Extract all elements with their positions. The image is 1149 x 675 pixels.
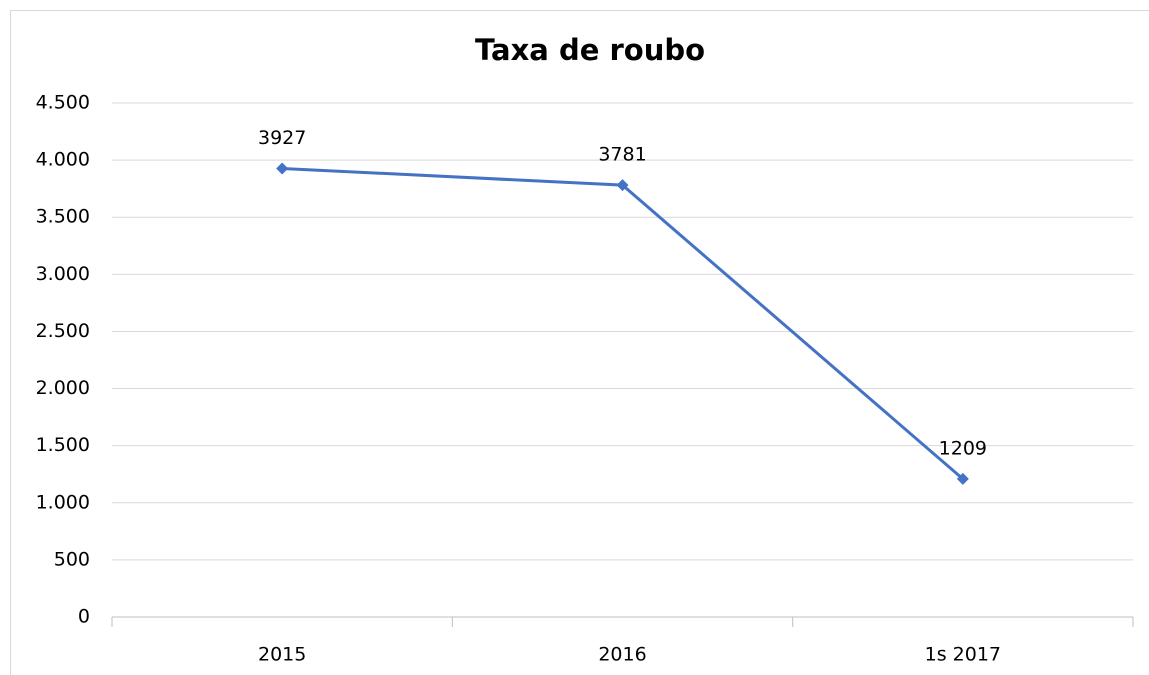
y-tick-label: 2.000 xyxy=(36,377,90,399)
y-tick-label: 2.500 xyxy=(36,320,90,342)
y-tick-label: 3.500 xyxy=(36,206,90,228)
data-label: 1209 xyxy=(939,437,987,459)
y-tick-label: 4.000 xyxy=(36,149,90,171)
y-tick-label: 1.000 xyxy=(36,491,90,513)
data-point xyxy=(956,472,969,485)
data-label: 3927 xyxy=(258,127,306,149)
y-tick-label: 3.000 xyxy=(36,263,90,285)
x-tick-label: 1s 2017 xyxy=(925,644,1001,666)
y-tick-label: 4.500 xyxy=(36,92,90,114)
y-tick-label: 0 xyxy=(78,606,90,628)
y-tick-label: 500 xyxy=(54,548,90,570)
x-tick-label: 2016 xyxy=(598,644,646,666)
data-point xyxy=(616,179,629,192)
chart-title: Taxa de roubo xyxy=(475,33,705,67)
y-tick-label: 1.500 xyxy=(36,434,90,456)
data-point xyxy=(276,162,289,175)
x-tick-label: 2015 xyxy=(258,644,306,666)
data-label: 3781 xyxy=(598,144,646,166)
chart-frame xyxy=(10,10,1149,675)
